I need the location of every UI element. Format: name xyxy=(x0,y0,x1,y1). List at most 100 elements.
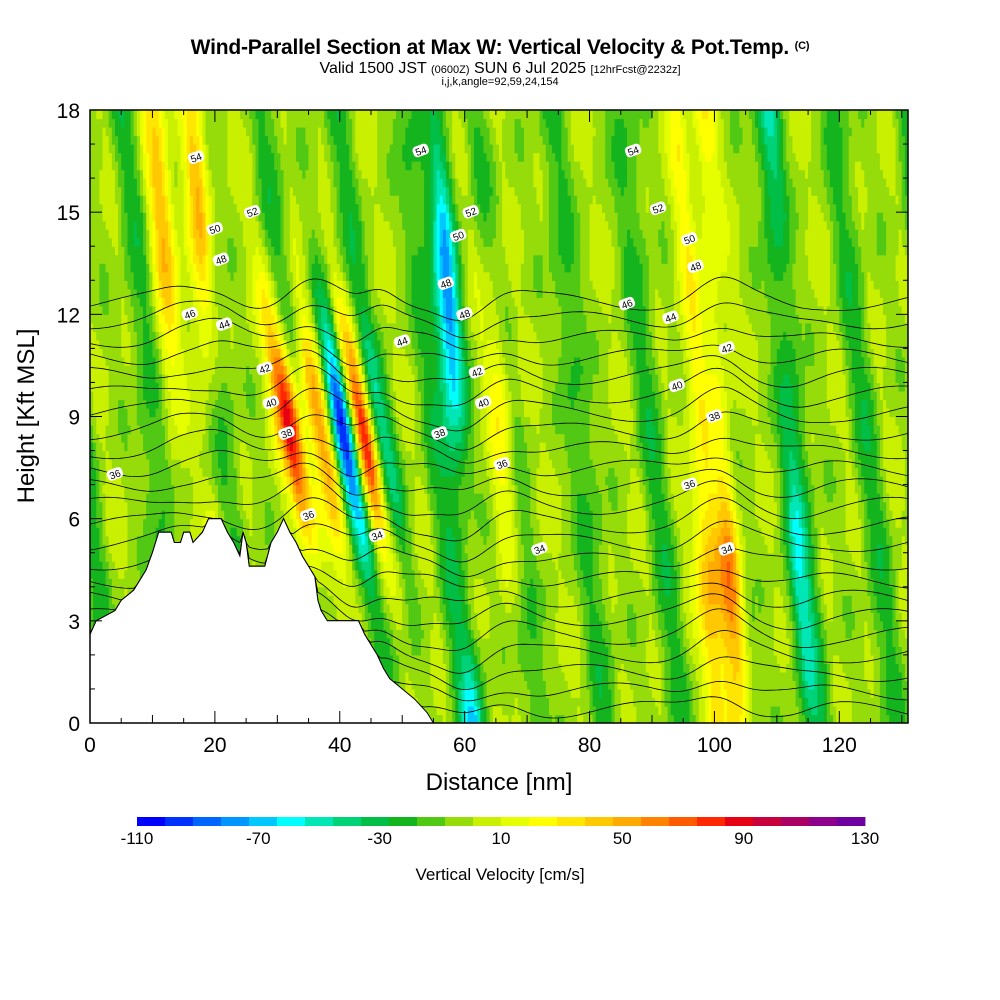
velocity-cell xyxy=(146,442,150,452)
velocity-cell xyxy=(193,459,197,469)
velocity-cell xyxy=(143,390,147,401)
velocity-cell xyxy=(171,135,175,145)
velocity-cell xyxy=(102,297,107,307)
velocity-cell xyxy=(90,390,94,401)
velocity-cell xyxy=(168,365,172,375)
velocity-cell xyxy=(174,305,179,315)
velocity-cell xyxy=(214,161,219,171)
velocity-cell xyxy=(205,476,210,486)
velocity-cell xyxy=(146,263,150,273)
velocity-cell xyxy=(227,331,232,341)
velocity-cell xyxy=(205,297,210,307)
velocity-cell xyxy=(93,169,97,179)
velocity-cell xyxy=(143,169,147,179)
velocity-cell xyxy=(193,365,197,375)
velocity-cell xyxy=(102,484,107,494)
velocity-cell xyxy=(152,127,157,137)
velocity-cell xyxy=(180,356,185,367)
velocity-cell xyxy=(218,416,222,426)
velocity-cell xyxy=(127,246,132,256)
velocity-cell xyxy=(202,322,207,332)
velocity-cell xyxy=(183,399,188,409)
velocity-cell xyxy=(196,425,200,435)
velocity-cell xyxy=(96,467,100,477)
velocity-cell xyxy=(152,459,157,469)
velocity-cell xyxy=(90,305,94,315)
velocity-cell xyxy=(152,186,157,196)
velocity-cell xyxy=(111,407,116,418)
velocity-cell xyxy=(105,527,110,537)
velocity-cell xyxy=(152,237,157,247)
velocity-cell xyxy=(174,373,179,384)
velocity-cell xyxy=(124,246,129,256)
velocity-cell xyxy=(183,459,188,469)
velocity-cell xyxy=(96,399,100,409)
velocity-cell xyxy=(161,399,166,409)
velocity-cell xyxy=(102,271,107,281)
velocity-cell xyxy=(227,442,232,452)
velocity-cell xyxy=(230,297,235,307)
velocity-cell xyxy=(214,246,219,256)
velocity-cell xyxy=(168,331,172,341)
velocity-cell xyxy=(133,407,138,418)
velocity-cell xyxy=(168,390,172,401)
velocity-cell xyxy=(171,246,175,256)
velocity-cell xyxy=(121,144,125,154)
velocity-cell xyxy=(205,161,210,171)
velocity-cell xyxy=(111,416,116,426)
velocity-cell xyxy=(93,442,97,452)
velocity-cell xyxy=(155,450,160,460)
velocity-cell xyxy=(105,501,110,511)
velocity-cell xyxy=(133,348,138,358)
velocity-cell xyxy=(224,135,228,145)
velocity-cell xyxy=(218,510,222,520)
velocity-cell xyxy=(183,186,188,196)
velocity-cell xyxy=(127,407,132,418)
velocity-cell xyxy=(171,203,175,213)
velocity-cell xyxy=(152,433,157,443)
velocity-cell xyxy=(114,578,119,588)
velocity-cell xyxy=(146,425,150,435)
velocity-cell xyxy=(149,246,154,256)
velocity-cell xyxy=(130,450,135,460)
velocity-cell xyxy=(118,544,122,554)
velocity-cell xyxy=(196,297,200,307)
velocity-cell xyxy=(127,356,132,367)
velocity-cell xyxy=(99,612,104,622)
velocity-cell xyxy=(121,484,125,494)
velocity-cell xyxy=(108,356,113,367)
velocity-cell xyxy=(127,484,132,494)
velocity-cell xyxy=(193,271,197,281)
velocity-cell xyxy=(180,314,185,324)
velocity-cell xyxy=(146,178,150,188)
velocity-cell xyxy=(90,288,94,298)
velocity-cell xyxy=(133,144,138,154)
velocity-cell xyxy=(193,297,197,307)
velocity-cell xyxy=(227,356,232,367)
velocity-cell xyxy=(171,263,175,273)
velocity-cell xyxy=(158,144,163,154)
velocity-cell xyxy=(111,280,116,290)
velocity-cell xyxy=(180,246,185,256)
velocity-cell xyxy=(193,356,197,367)
velocity-cell xyxy=(136,288,141,298)
velocity-cell xyxy=(227,467,232,477)
velocity-cell xyxy=(130,493,135,503)
velocity-cell xyxy=(99,339,104,349)
velocity-cell xyxy=(186,527,191,537)
velocity-cell xyxy=(99,212,104,222)
velocity-cell xyxy=(139,229,144,239)
velocity-cell xyxy=(196,305,200,315)
velocity-cell xyxy=(90,399,94,409)
velocity-cell xyxy=(124,161,129,171)
velocity-cell xyxy=(189,110,194,120)
velocity-cell xyxy=(105,212,110,222)
velocity-cell xyxy=(171,518,175,528)
velocity-cell xyxy=(218,305,222,315)
velocity-cell xyxy=(139,322,144,332)
velocity-cell xyxy=(96,297,100,307)
velocity-cell xyxy=(164,407,169,418)
velocity-cell xyxy=(99,280,104,290)
velocity-cell xyxy=(111,527,116,537)
velocity-cell xyxy=(224,203,228,213)
